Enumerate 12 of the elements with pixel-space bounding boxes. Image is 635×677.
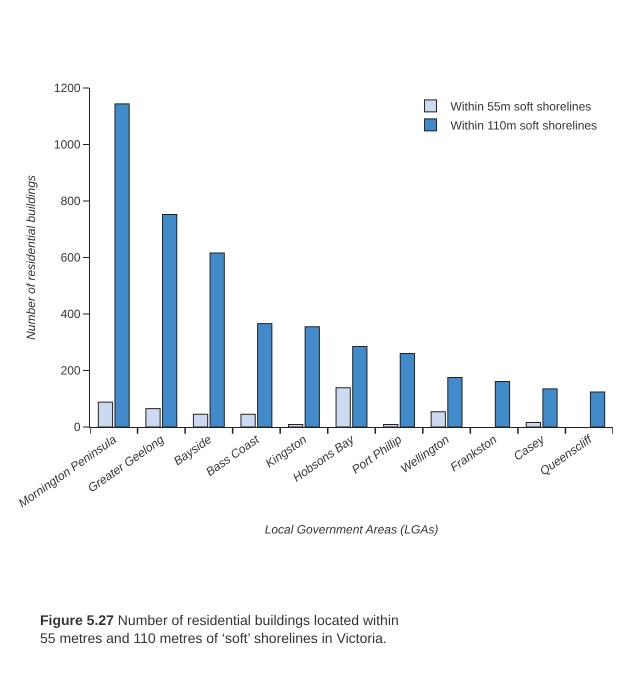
- y-tick-label: 0: [74, 420, 81, 434]
- legend-label: Within 110m soft shorelines: [450, 118, 598, 133]
- y-tick-label: 1200: [54, 81, 81, 96]
- y-tick-label: 200: [60, 364, 81, 378]
- legend-label: Within 55m soft shorelines: [450, 100, 592, 114]
- y-tick-label: 400: [60, 307, 81, 322]
- y-tick-label: 800: [60, 194, 81, 208]
- y-tick-label: 1000: [54, 138, 81, 152]
- y-axis-title: Number of residential buildings: [24, 175, 38, 340]
- caption: Figure 5.27: [40, 612, 114, 628]
- x-axis-title: Local Government Areas (LGAs): [264, 522, 438, 536]
- y-tick-label: 600: [60, 250, 81, 265]
